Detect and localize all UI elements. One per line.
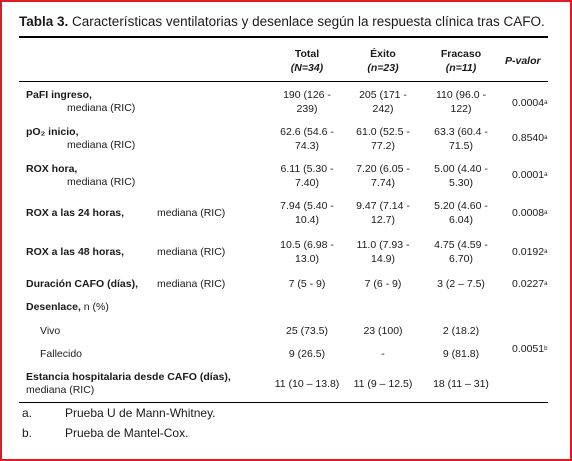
header-rule [19, 81, 548, 82]
table-caption: Características ventilatorias y desenlac… [72, 14, 545, 29]
header-exito-name: Éxito [370, 48, 396, 60]
cell-fracaso: 63.3 (60.4 -71.5) [434, 126, 488, 152]
cell-exito: 11.0 (7.93 -14.9) [356, 239, 410, 265]
row-label: ROX a las 24 horas, [26, 207, 125, 219]
top-rule [19, 36, 548, 38]
cell-exito: 7.20 (6.05 -7.74) [356, 163, 410, 189]
row-label: ROX a las 48 horas, [26, 246, 125, 258]
estancia-fracaso: 18 (11 – 31) [433, 378, 489, 390]
table-number: Tabla 3. [19, 14, 69, 29]
row-label: PaFI ingreso, [26, 89, 92, 101]
cell-pvalue: 0.0192a [512, 246, 548, 258]
cell-exito: 7 (6 - 9) [364, 278, 402, 290]
header-pvalor: P-valor [505, 55, 541, 67]
footnote-a-text: Prueba U de Mann-Whitney. [65, 406, 216, 420]
cell-fracaso: 5.00 (4.40 -5.30) [434, 163, 488, 189]
vivo-fracaso: 2 (18.2) [442, 325, 480, 337]
cell-fracaso: 110 (96.0 -122) [435, 89, 486, 115]
fallecido-fracaso: 9 (81.8) [442, 348, 480, 360]
table-title: Tabla 3. Características ventilatorias y… [19, 14, 545, 29]
cell-total: 6.11 (5.30 -7.40) [280, 163, 334, 189]
cell-exito: 205 (171 -242) [359, 89, 407, 115]
fallecido-total: 9 (26.5) [288, 348, 326, 360]
cell-exito: 9.47 (7.14 -12.7) [356, 200, 410, 226]
vivo-label: Vivo [40, 325, 61, 337]
row-sublabel: mediana (RIC) [67, 176, 136, 188]
desenlace-pvalue: 0.0051b [512, 343, 548, 355]
cell-fracaso: 4.75 (4.59 -6.70) [434, 239, 488, 265]
footnote-b-key: b. [22, 426, 33, 440]
row-sublabel: mediana (RIC) [157, 278, 226, 290]
estancia-total: 11 (10 – 13.8) [274, 378, 340, 390]
cell-pvalue: 0.8540a [512, 132, 548, 144]
desenlace-label: Desenlace, [26, 301, 81, 313]
estancia-sublabel: mediana (RIC) [26, 384, 95, 396]
vivo-exito: 23 (100) [363, 325, 403, 337]
cell-exito: 61.0 (52.5 -77.2) [356, 126, 410, 152]
cell-total: 190 (126 -239) [283, 89, 331, 115]
header-fracaso-n: (n=11) [445, 62, 477, 74]
row-sublabel: mediana (RIC) [157, 246, 226, 258]
row-label: pO₂ inicio, [26, 126, 79, 138]
header-fracaso: Fracaso (n=11) [426, 47, 496, 75]
fallecido-exito: - [381, 348, 385, 360]
row-sublabel: mediana (RIC) [67, 139, 136, 151]
cell-total: 7 (5 - 9) [288, 278, 326, 290]
fallecido-label: Fallecido [40, 348, 83, 360]
header-exito-n: (n=23) [367, 62, 399, 74]
row-sublabel: mediana (RIC) [157, 207, 226, 219]
vivo-total: 25 (73.5) [285, 325, 329, 337]
cell-total: 10.5 (6.98 -13.0) [280, 239, 334, 265]
header-fracaso-name: Fracaso [440, 48, 482, 60]
desenlace-unit: n (%) [83, 301, 109, 313]
header-total: Total (N=34) [272, 47, 342, 75]
cell-total: 7.94 (5.40 -10.4) [280, 200, 334, 226]
cell-pvalue: 0.0008a [512, 207, 548, 219]
cell-fracaso: 3 (2 – 7.5) [437, 278, 485, 290]
estancia-exito: 11 (9 – 12.5) [353, 378, 413, 390]
header-exito: Éxito (n=23) [348, 47, 418, 75]
cell-pvalue: 0.0227a [512, 278, 548, 290]
estancia-label: Estancia hospitalaria desde CAFO (días), [26, 371, 231, 383]
header-total-name: Total [294, 48, 320, 60]
cell-fracaso: 5.20 (4.60 -6.04) [434, 200, 488, 226]
row-sublabel: mediana (RIC) [67, 102, 136, 114]
row-label: Duración CAFO (días), [26, 278, 139, 290]
footnote-a-key: a. [22, 406, 33, 420]
bottom-rule [19, 402, 548, 403]
cell-pvalue: 0.0004a [512, 97, 548, 109]
cell-pvalue: 0.0001a [512, 169, 548, 181]
row-label: ROX hora, [26, 163, 78, 175]
header-total-n: (N=34) [290, 62, 324, 74]
cell-total: 62.6 (54.6 -74.3) [280, 126, 334, 152]
desenlace-heading: Desenlace, n (%) [26, 300, 109, 314]
footnote-b-text: Prueba de Mantel-Cox. [65, 426, 189, 440]
